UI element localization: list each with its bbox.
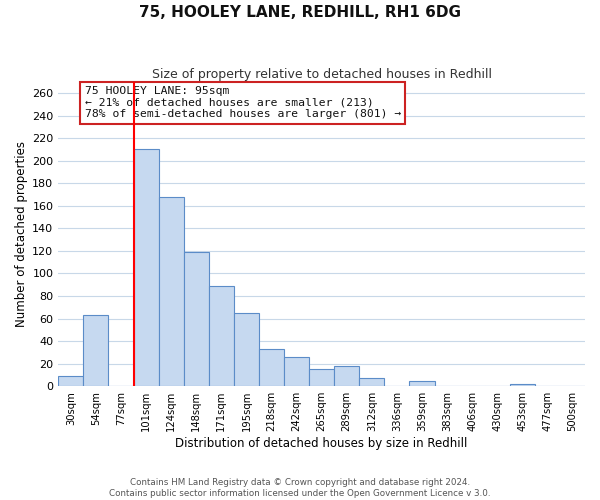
Bar	[284, 357, 309, 386]
Bar	[83, 315, 109, 386]
Text: 75, HOOLEY LANE, REDHILL, RH1 6DG: 75, HOOLEY LANE, REDHILL, RH1 6DG	[139, 5, 461, 20]
Text: 75 HOOLEY LANE: 95sqm
← 21% of detached houses are smaller (213)
78% of semi-det: 75 HOOLEY LANE: 95sqm ← 21% of detached …	[85, 86, 401, 120]
Bar	[359, 378, 385, 386]
X-axis label: Distribution of detached houses by size in Redhill: Distribution of detached houses by size …	[175, 437, 468, 450]
Bar	[58, 376, 83, 386]
Text: Contains HM Land Registry data © Crown copyright and database right 2024.
Contai: Contains HM Land Registry data © Crown c…	[109, 478, 491, 498]
Bar	[309, 370, 334, 386]
Bar	[184, 252, 209, 386]
Bar	[234, 313, 259, 386]
Bar	[259, 349, 284, 386]
Bar	[158, 196, 184, 386]
Y-axis label: Number of detached properties: Number of detached properties	[15, 141, 28, 327]
Bar	[409, 380, 434, 386]
Bar	[134, 150, 158, 386]
Bar	[209, 286, 234, 386]
Bar	[510, 384, 535, 386]
Title: Size of property relative to detached houses in Redhill: Size of property relative to detached ho…	[152, 68, 491, 80]
Bar	[334, 366, 359, 386]
